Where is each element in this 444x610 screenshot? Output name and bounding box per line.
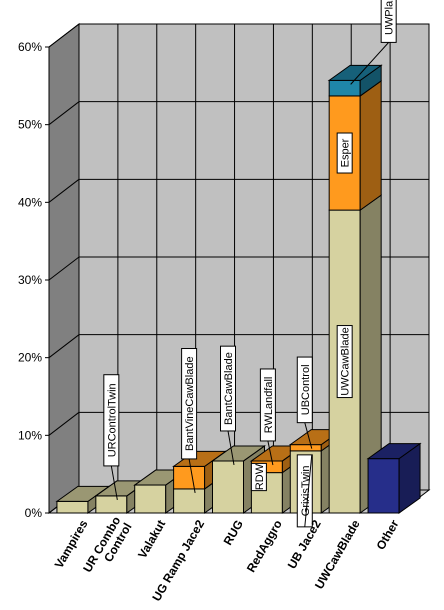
x-tick-label-line: Other — [373, 517, 401, 552]
segment-label-text: URControlTwin — [106, 383, 118, 457]
segment-label: RWLandfall — [259, 368, 276, 442]
segment-label-leader — [304, 422, 313, 449]
bar-segment-front — [328, 79, 361, 97]
x-tick-label-line: Valakut — [135, 518, 168, 561]
y-tick-label: 10% — [18, 428, 42, 442]
x-tick-label: RedAggro — [244, 518, 285, 575]
x-tick-label: Other — [373, 517, 401, 552]
bar-segment-top — [327, 64, 383, 81]
bar-segment-side — [359, 79, 382, 212]
segment-label-box — [250, 462, 267, 492]
segment-label-text: BantCawBlade — [223, 352, 235, 425]
x-tick-label-line: RedAggro — [244, 518, 285, 575]
bar-segment-front — [289, 444, 322, 452]
bar-segment-front — [173, 465, 206, 490]
segment-label-leader — [110, 465, 118, 501]
x-tick-label: RUG — [221, 518, 246, 548]
segment-label: UWPlaneswalkers — [380, 0, 397, 43]
segment-label-leader — [227, 430, 235, 466]
segment-label-text: RDW — [254, 463, 266, 490]
segment-label-leader — [267, 440, 274, 466]
gridline-side — [48, 411, 80, 436]
segment-label-leader — [188, 458, 196, 494]
bar-segment-top — [366, 443, 422, 460]
segment-label: UWCawBlade — [336, 325, 353, 399]
bar-segment-front — [56, 500, 89, 514]
segment-label-leader — [350, 42, 390, 85]
gridline-side — [48, 334, 80, 359]
x-tick-label: Valakut — [135, 518, 168, 561]
segment-label-leader — [304, 454, 313, 527]
segment-label-text: BantVineCawBlade — [184, 356, 196, 451]
segment-label-text: RWLandfall — [263, 377, 275, 434]
y-tick-label: 0% — [25, 506, 43, 520]
segment-label: URControlTwin — [103, 374, 120, 467]
segment-label-text: UWPlaneswalkers — [384, 0, 396, 35]
y-tick-label: 30% — [18, 273, 42, 287]
y-tick-label: 20% — [18, 351, 42, 365]
segment-label-text: UWCawBlade — [340, 327, 352, 395]
gridline-side — [48, 178, 80, 203]
bar-segment-front — [95, 495, 128, 514]
segment-label-box — [220, 345, 236, 432]
segment-label-box — [336, 325, 353, 399]
segment-label-box — [296, 454, 313, 528]
y-tick-label: 40% — [18, 195, 42, 209]
segment-label: GrixisTwin — [296, 454, 313, 528]
y-tick-label: 60% — [18, 40, 42, 54]
gridline-side — [48, 256, 80, 281]
bar-9 — [366, 442, 422, 514]
bars — [55, 64, 422, 514]
segment-label-text: UBControl — [300, 364, 312, 415]
segment-label-text: GrixisTwin — [300, 465, 312, 516]
bar-segment-front — [173, 488, 206, 514]
bar-segment-front — [134, 484, 167, 514]
y-axis: 0% 10% 20% 30% 40% 50% 60% — [18, 40, 50, 520]
segment-label: BantVineCawBlade — [181, 348, 198, 460]
segment-label: UBControl — [296, 356, 313, 424]
bar-segment-front — [212, 460, 244, 514]
segment-label-text: Esper — [340, 138, 352, 167]
segment-label-box — [336, 132, 353, 174]
gridline-side — [48, 23, 80, 48]
segment-label: RDW — [250, 462, 267, 492]
segment-label: BantCawBlade — [220, 345, 236, 432]
segment-labels: URControlTwin BantVineCawBlade BantCawBlad… — [103, 0, 397, 528]
gridline-side — [48, 101, 80, 126]
segment-label: Esper — [336, 132, 353, 174]
bar-segment-front — [367, 458, 400, 514]
y-tick-label: 50% — [18, 118, 42, 132]
x-tick-label-line: RUG — [221, 518, 246, 548]
